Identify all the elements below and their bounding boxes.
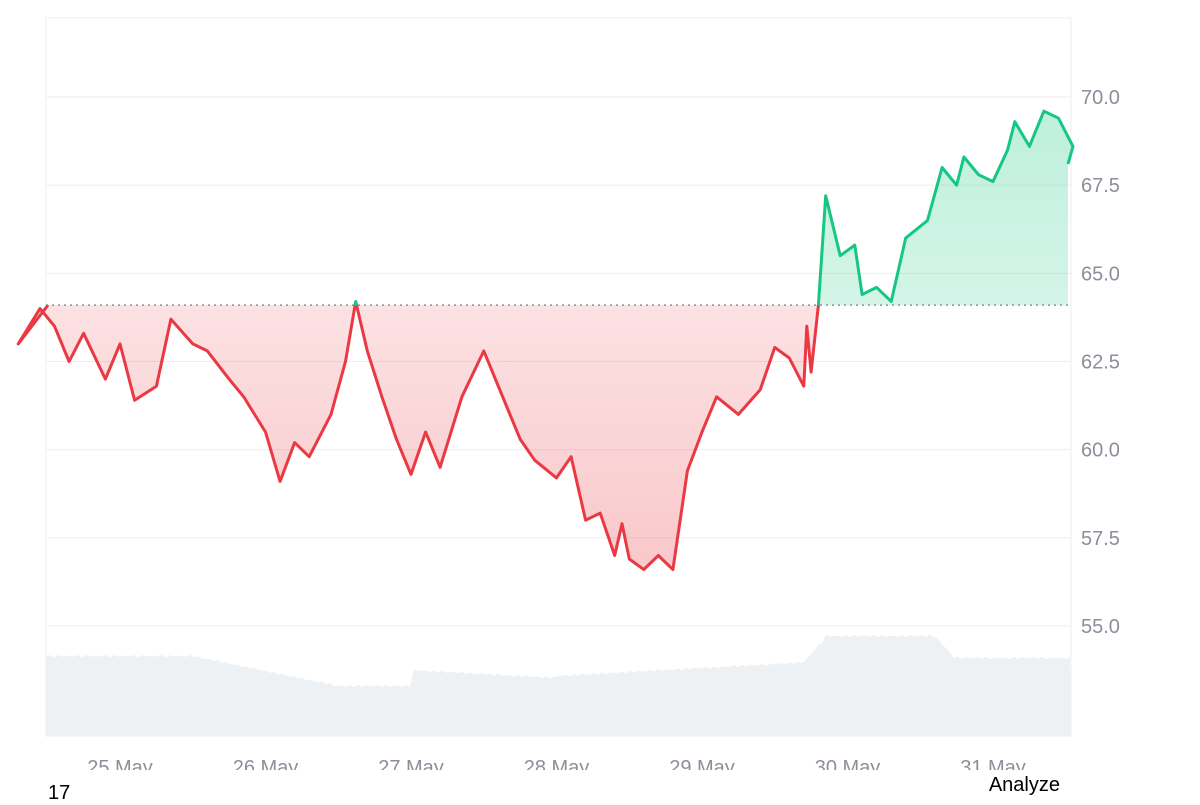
y-tick-label: 60.0 bbox=[1081, 440, 1120, 462]
volume-area bbox=[46, 634, 1071, 736]
y-tick-label: 67.5 bbox=[1081, 175, 1120, 197]
y-tick-label: 70.0 bbox=[1081, 87, 1120, 109]
y-axis: 55.0 57.5 60.0 62.5 65.0 67.5 70.0 bbox=[1081, 87, 1120, 638]
y-tick-label: 65.0 bbox=[1081, 263, 1120, 285]
below-baseline-area bbox=[18, 305, 1068, 570]
x-tick-label: 26 May bbox=[233, 757, 299, 770]
x-tick-label: 28 May bbox=[524, 757, 590, 770]
y-tick-label: 55.0 bbox=[1081, 616, 1120, 638]
x-tick-label: 30 May bbox=[815, 757, 881, 770]
x-axis: 25 May 26 May 27 May 28 May 29 May 30 May 31 M… bbox=[87, 757, 1026, 770]
y-tick-label: 57.5 bbox=[1081, 528, 1120, 550]
analyze-link[interactable]: Analyze bbox=[988, 774, 1060, 796]
price-line-up bbox=[46, 109, 1075, 306]
y-tick-label: 62.5 bbox=[1081, 352, 1120, 374]
x-tick-label: 31 May bbox=[960, 757, 1026, 770]
above-baseline-area bbox=[355, 111, 1073, 306]
price-line-down bbox=[16, 305, 820, 572]
x-tick-label: 27 May bbox=[378, 757, 444, 770]
price-chart: 55.0 57.5 60.0 62.5 65.0 67.5 70.0 25 May 26 Ma… bbox=[16, 17, 1120, 770]
footer-left-label: 17 bbox=[48, 782, 71, 804]
x-tick-label: 29 May bbox=[669, 757, 735, 770]
x-tick-label: 25 May bbox=[87, 757, 153, 770]
